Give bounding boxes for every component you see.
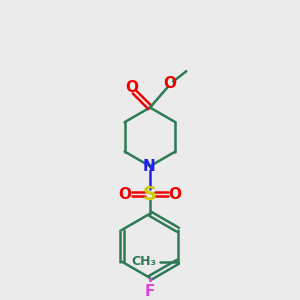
- Text: O: O: [118, 187, 131, 202]
- Text: N: N: [142, 159, 155, 174]
- Text: CH₃: CH₃: [132, 255, 157, 268]
- Text: O: O: [169, 187, 182, 202]
- Text: O: O: [163, 76, 176, 91]
- Text: S: S: [143, 184, 157, 204]
- Text: O: O: [125, 80, 138, 95]
- Text: F: F: [145, 284, 155, 299]
